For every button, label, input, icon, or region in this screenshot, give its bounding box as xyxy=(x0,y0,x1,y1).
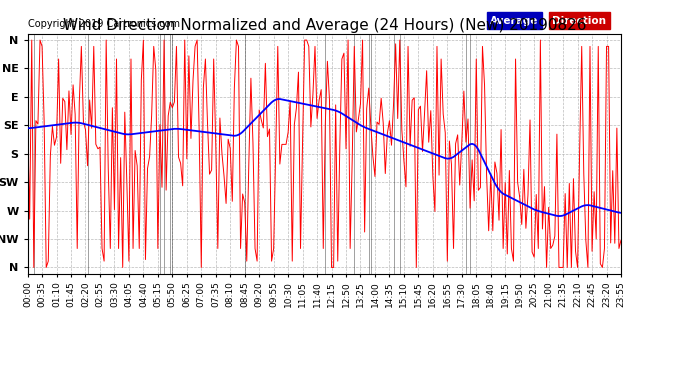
Text: Average: Average xyxy=(490,15,538,26)
Text: Direction: Direction xyxy=(553,15,607,26)
Text: Copyright 2019 Cartronics.com: Copyright 2019 Cartronics.com xyxy=(28,19,179,29)
Title: Wind Direction Normalized and Average (24 Hours) (New) 20190826: Wind Direction Normalized and Average (2… xyxy=(63,18,586,33)
